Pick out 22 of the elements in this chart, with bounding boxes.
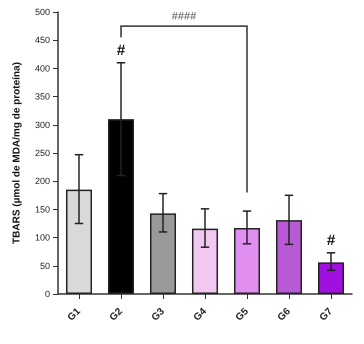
- x-tick-label: G3: [150, 306, 168, 324]
- y-axis-title: TBARS (µmol de MDA/mg de proteína): [12, 62, 22, 244]
- x-tick-label: G5: [234, 306, 252, 324]
- y-tick-label: 100: [34, 232, 50, 243]
- x-tick-label: G7: [318, 306, 336, 324]
- y-tick-label: 250: [34, 148, 50, 158]
- annotation: #: [326, 232, 336, 249]
- x-tick-label: G2: [108, 306, 126, 324]
- x-tick-label: G1: [66, 306, 84, 324]
- x-tick-label: G4: [192, 306, 210, 324]
- y-tick-label: 500: [34, 7, 50, 17]
- y-tick-label: 300: [34, 120, 50, 130]
- y-tick-label: 350: [34, 92, 50, 102]
- y-tick-label: 400: [34, 63, 50, 74]
- y-tick-label: 0: [44, 289, 50, 299]
- y-tick-label: 200: [34, 176, 50, 186]
- y-tick-label: 50: [40, 260, 50, 271]
- y-tick-label: 150: [34, 204, 50, 214]
- annotation: ####: [172, 10, 196, 23]
- x-tick-label: G6: [276, 306, 294, 324]
- y-tick-label: 450: [34, 35, 50, 46]
- annotation: #: [116, 42, 126, 59]
